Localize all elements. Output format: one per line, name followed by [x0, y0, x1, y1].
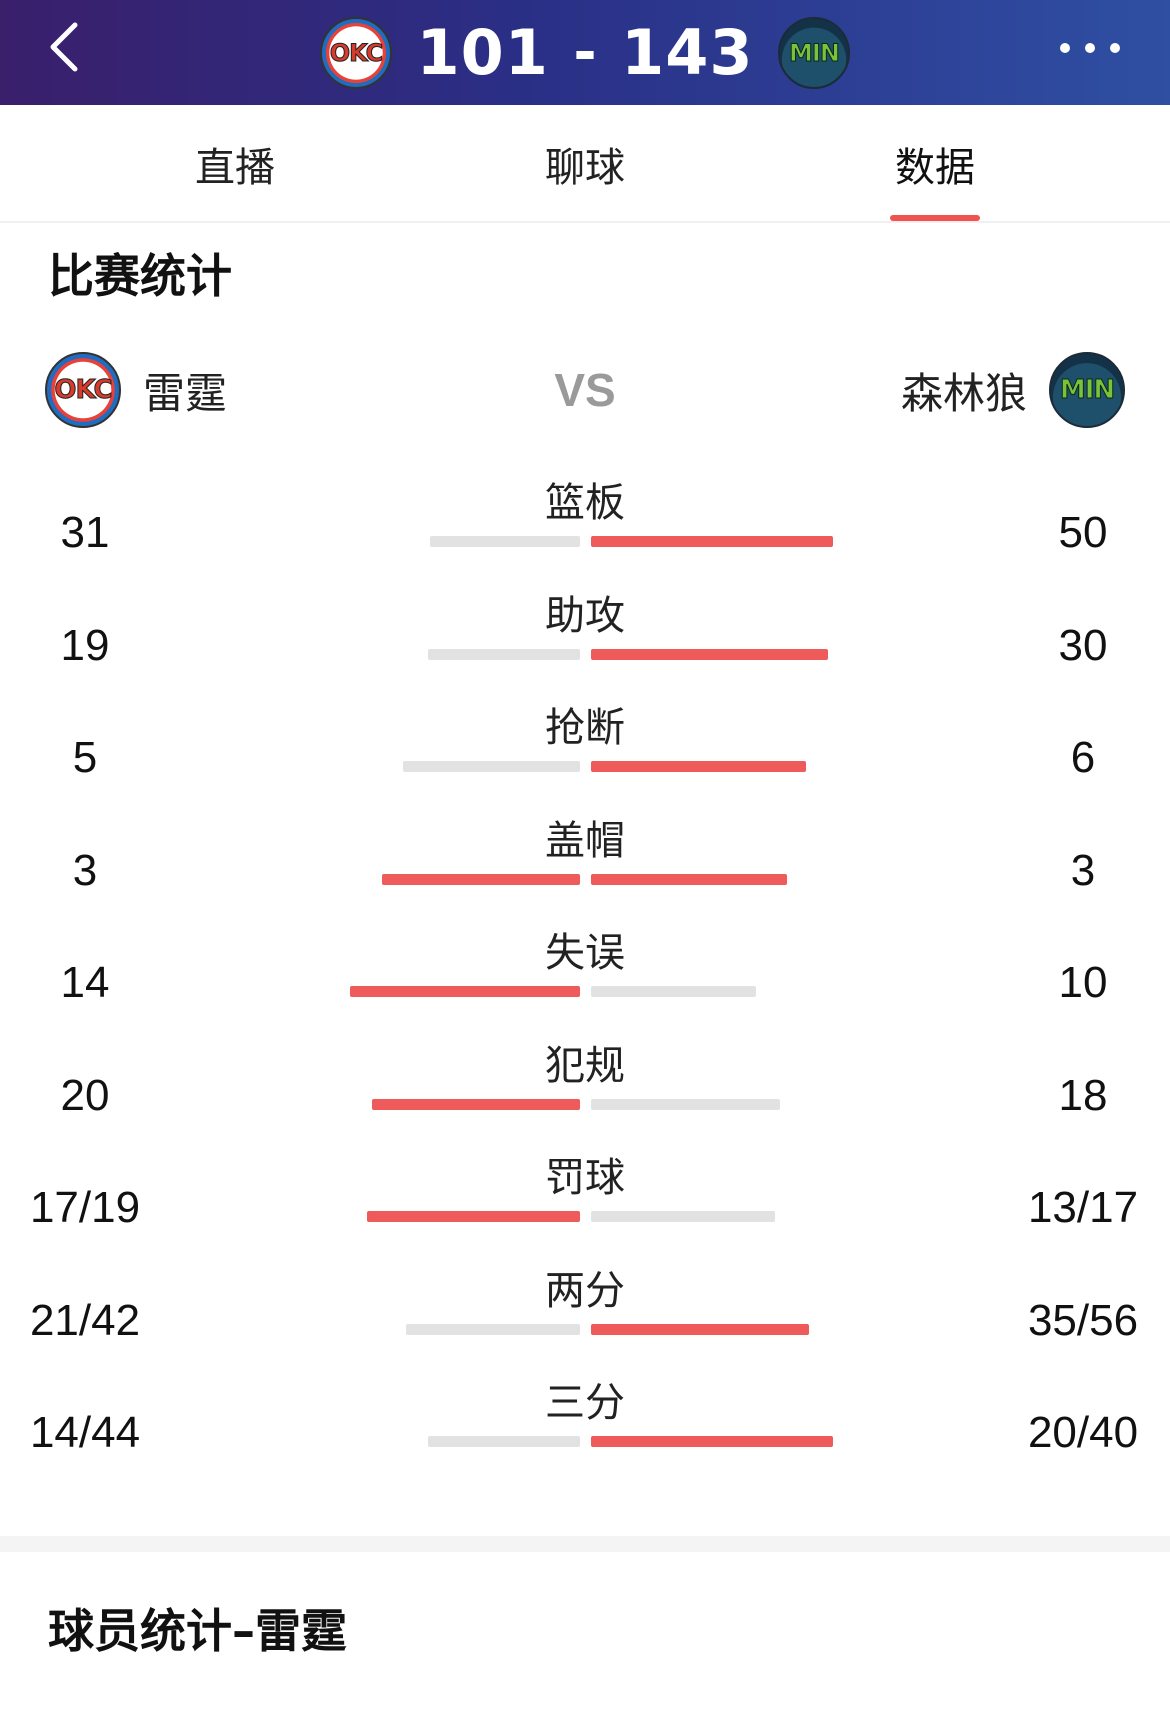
stat-label: 助攻 — [545, 592, 625, 639]
right-team-bar — [591, 873, 787, 885]
left-team-bar — [428, 1436, 580, 1447]
scoreboard: OKC 101 - 143 MIN — [320, 0, 850, 105]
right-team-value: 50 — [1058, 508, 1108, 557]
right-team-value: 13/17 — [1027, 1183, 1139, 1232]
stat-row: 盖帽 3 3 — [0, 808, 1170, 920]
stat-label: 两分 — [545, 1267, 625, 1314]
left-team-bar — [403, 761, 580, 772]
left-team-bar — [430, 536, 580, 547]
right-team-name: 森林狼 — [900, 368, 1027, 418]
more-horizontal-icon — [1060, 43, 1120, 53]
tab-data-label: 数据 — [895, 145, 975, 191]
stat-row: 助攻 19 30 — [0, 583, 1170, 695]
left-team-value: 3 — [72, 845, 98, 895]
stat-row: 篮板 31 50 — [0, 470, 1170, 582]
active-tab-indicator — [890, 215, 980, 221]
left-team-value: 20 — [60, 1070, 110, 1120]
left-team-bar — [428, 648, 580, 660]
min-team-logo-small: MIN — [1049, 352, 1125, 428]
left-team-value: 17/19 — [29, 1183, 141, 1232]
left-team-value: 14 — [60, 958, 110, 1007]
left-team-value: 5 — [72, 733, 98, 782]
stat-label: 篮板 — [545, 480, 625, 526]
chevron-left-icon — [50, 22, 78, 72]
stat-row: 罚球 17/19 13/17 — [0, 1145, 1170, 1257]
tab-chat-label: 聊球 — [545, 145, 625, 191]
tab-live-label: 直播 — [195, 145, 275, 191]
left-team-bar — [372, 1098, 580, 1110]
stat-label: 盖帽 — [545, 817, 625, 864]
tab-data[interactable]: 数据 — [875, 105, 995, 223]
left-team-bar — [350, 986, 580, 997]
right-team-value: 10 — [1058, 958, 1108, 1007]
teams-header: VS OKC 雷霆 森林狼 MIN — [0, 345, 1170, 435]
right-team-bar — [591, 536, 833, 547]
right-team-value: 20/40 — [1027, 1408, 1139, 1457]
left-team-bar — [406, 1323, 580, 1335]
top-bar: OKC 101 - 143 MIN — [0, 0, 1170, 105]
right-team-value: 6 — [1070, 733, 1096, 782]
min-team-logo: MIN — [777, 16, 850, 89]
right-team-bar — [591, 1211, 775, 1222]
section-divider — [0, 1536, 1170, 1552]
tab-chat[interactable]: 聊球 — [525, 105, 645, 223]
right-team-bar — [591, 1323, 809, 1335]
tab-live[interactable]: 直播 — [175, 105, 295, 223]
stat-label: 三分 — [545, 1380, 625, 1426]
right-team-value: 30 — [1058, 620, 1108, 670]
player-stats-title: 球员统计–雷霆 — [48, 1604, 347, 1658]
left-team-name: 雷霆 — [143, 368, 228, 418]
stat-row: 抢断 5 6 — [0, 695, 1170, 807]
stat-label: 失误 — [545, 930, 625, 976]
right-team-value: 18 — [1058, 1070, 1108, 1120]
stat-row: 三分 14/44 20/40 — [0, 1370, 1170, 1482]
left-team[interactable]: OKC 雷霆 — [45, 345, 227, 435]
okc-team-logo-small: OKC — [45, 352, 121, 428]
right-team-bar — [591, 986, 756, 997]
right-team-bar — [591, 1436, 833, 1447]
stat-label: 犯规 — [545, 1042, 625, 1089]
right-team-bar — [591, 761, 806, 772]
left-team-value: 14/44 — [29, 1408, 141, 1457]
right-team-value: 35/56 — [1027, 1295, 1139, 1345]
min-logo-text-small: MIN — [1059, 375, 1115, 406]
min-logo-text: MIN — [789, 38, 841, 67]
left-team-value: 19 — [60, 620, 110, 670]
right-team[interactable]: 森林狼 MIN — [901, 345, 1125, 435]
left-team-bar — [382, 873, 580, 885]
stat-label: 罚球 — [545, 1155, 625, 1201]
stat-row: 犯规 20 18 — [0, 1033, 1170, 1145]
more-button[interactable] — [1050, 18, 1130, 78]
tab-bar: 直播 聊球 数据 — [0, 105, 1170, 223]
away-score: 101 — [416, 16, 549, 89]
vs-label: VS — [554, 364, 616, 416]
left-team-bar — [367, 1211, 580, 1222]
okc-team-logo: OKC — [320, 16, 392, 89]
stat-row: 失误 14 10 — [0, 920, 1170, 1032]
left-team-value: 31 — [60, 508, 110, 557]
stat-row: 两分 21/42 35/56 — [0, 1258, 1170, 1370]
right-team-bar — [591, 648, 828, 660]
okc-logo-text: OKC — [329, 38, 384, 67]
stat-label: 抢断 — [545, 705, 625, 751]
home-score: 143 — [621, 16, 754, 89]
right-team-bar — [591, 1098, 780, 1110]
left-team-value: 21/42 — [29, 1295, 141, 1345]
score-separator: - — [573, 20, 597, 85]
back-button[interactable] — [30, 12, 100, 82]
match-stats-title: 比赛统计 — [48, 249, 232, 303]
right-team-value: 3 — [1070, 845, 1096, 895]
okc-logo-text-small: OKC — [54, 375, 113, 406]
